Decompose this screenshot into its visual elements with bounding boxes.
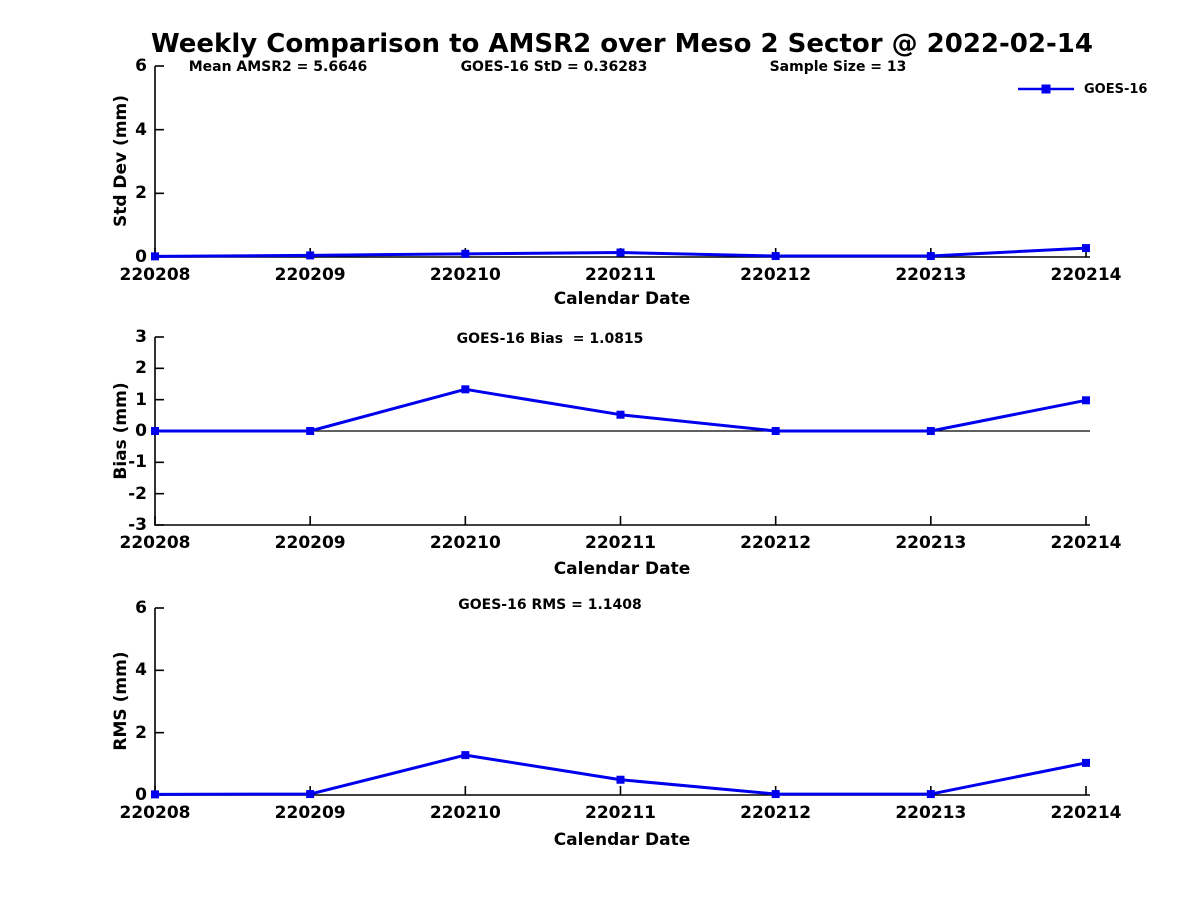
- bias-x-axis-label: Calendar Date: [553, 559, 691, 579]
- stddev-chart-data-marker: [926, 252, 935, 261]
- rms-y-axis-label: RMS (mm): [111, 651, 131, 751]
- bias-chart-data-marker: [616, 410, 625, 419]
- figure-title: Weekly Comparison to AMSR2 over Meso 2 S…: [151, 29, 1093, 59]
- stddev-chart-data-marker: [1082, 244, 1090, 253]
- stddev-chart-x-tick-label: 220210: [429, 265, 501, 285]
- bias-chart-x-tick-label: 220210: [429, 533, 501, 553]
- stddev-chart-x-tick-label: 220208: [119, 265, 191, 285]
- rms-chart-data-marker: [151, 790, 159, 799]
- legend: GOES-16: [1016, 80, 1147, 98]
- rms-chart-x-tick-label: 220209: [274, 803, 346, 823]
- rms-chart-y-tick-label: 6: [135, 598, 147, 618]
- rms-chart-data-marker: [926, 790, 935, 799]
- stddev-chart-data-marker: [616, 248, 625, 257]
- bias-subplot-title: GOES-16 Bias = 1.0815: [456, 331, 644, 347]
- rms-chart-data-marker: [461, 751, 470, 760]
- rms-x-axis-label: Calendar Date: [553, 830, 691, 850]
- stddev-chart-data-marker: [306, 251, 315, 260]
- stddev-chart-x-tick-label: 220209: [274, 265, 346, 285]
- stddev-chart-x-tick-label: 220214: [1050, 265, 1122, 285]
- stddev-chart-y-tick-label: 2: [135, 183, 147, 204]
- rms-subplot-title: GOES-16 RMS = 1.1408: [458, 597, 642, 613]
- stddev-chart-y-tick-label: 0: [135, 247, 147, 267]
- bias-chart-x-tick-label: 220212: [740, 533, 812, 553]
- bias-chart-y-tick-label: 3: [135, 327, 147, 347]
- stddev-chart-data-marker: [151, 252, 159, 261]
- bias-chart-data-line: [155, 387, 1087, 433]
- legend-label: GOES-16: [1084, 81, 1148, 97]
- bias-chart-x-tick-label: 220209: [274, 533, 346, 553]
- annotation-sample-size: Sample Size = 13: [769, 59, 907, 75]
- stddev-chart-y-tick-label: 6: [135, 56, 147, 76]
- rms-chart-data-marker: [306, 790, 315, 799]
- rms-chart-x-tick-label: 220214: [1050, 803, 1122, 823]
- annotation-mean-amsr2: Mean AMSR2 = 5.6646: [188, 59, 368, 75]
- bias-chart-data-marker: [1082, 396, 1090, 405]
- bias-chart-x-tick-label: 220213: [895, 533, 967, 553]
- rms-chart-x-tick-label: 220211: [585, 803, 656, 823]
- annotation-goes16-std: GOES-16 StD = 0.36283: [460, 59, 648, 75]
- rms-chart-x-tick-label: 220208: [119, 803, 191, 823]
- rms-chart-data-marker: [616, 775, 625, 784]
- legend-line-marker-icon: [1018, 84, 1074, 94]
- rms-chart-y-tick-label: 4: [135, 660, 147, 681]
- stddev-y-axis-label: Std Dev (mm): [111, 94, 131, 228]
- bias-chart-data-marker: [926, 427, 935, 435]
- stddev-chart-x-tick-label: 220211: [585, 265, 656, 285]
- bias-chart-y-tick-label: 2: [135, 358, 147, 379]
- rms-chart-y-tick-label: 0: [135, 785, 147, 805]
- bias-chart-data-marker: [461, 385, 470, 394]
- stddev-chart-data-marker: [461, 249, 470, 258]
- bias-chart-x-tick-label: 220208: [119, 533, 191, 553]
- bias-chart-y-tick-label: -2: [128, 483, 147, 504]
- rms-chart-data-marker: [771, 790, 780, 799]
- rms-chart-data-marker: [1082, 758, 1090, 767]
- rms-chart-x-tick-label: 220210: [429, 803, 501, 823]
- bias-chart-x-tick-label: 220211: [585, 533, 656, 553]
- rms-chart-x-tick-label: 220212: [740, 803, 812, 823]
- bias-chart-y-tick-label: 0: [135, 421, 147, 441]
- bias-chart-y-tick-label: -1: [128, 452, 147, 473]
- bias-chart-data-marker: [771, 427, 780, 435]
- bias-chart-y-tick-label: -3: [128, 515, 147, 535]
- stddev-chart-x-tick-label: 220213: [895, 265, 967, 285]
- bias-chart-y-tick-label: 1: [135, 389, 147, 410]
- bias-chart-x-tick-label: 220214: [1050, 533, 1122, 553]
- bias-chart-data-marker: [306, 427, 315, 435]
- stddev-x-axis-label: Calendar Date: [553, 289, 691, 309]
- rms-chart-y-tick-label: 2: [135, 722, 147, 743]
- bias-chart-data-marker: [151, 427, 159, 435]
- stddev-chart-y-tick-label: 4: [135, 119, 147, 140]
- stddev-chart-x-tick-label: 220212: [740, 265, 812, 285]
- rms-chart-x-tick-label: 220213: [895, 803, 967, 823]
- stddev-chart-data-marker: [771, 252, 780, 261]
